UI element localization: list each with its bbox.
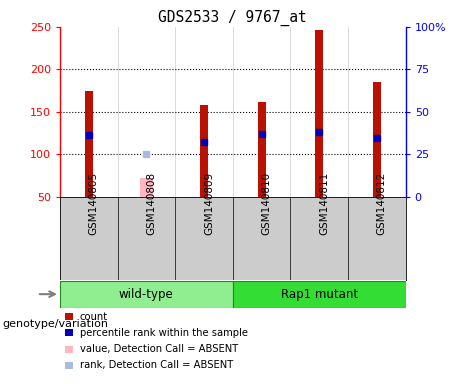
Text: wild-type: wild-type (119, 288, 174, 301)
Text: GSM140811: GSM140811 (319, 172, 329, 235)
FancyBboxPatch shape (60, 281, 233, 308)
FancyBboxPatch shape (233, 281, 406, 308)
Text: GSM140812: GSM140812 (377, 172, 387, 235)
Text: value, Detection Call = ABSENT: value, Detection Call = ABSENT (80, 344, 238, 354)
Bar (140, 178, 153, 197)
Bar (373, 82, 381, 197)
Text: GSM140805: GSM140805 (89, 172, 99, 235)
Text: GSM140809: GSM140809 (204, 172, 214, 235)
Text: count: count (80, 312, 108, 322)
Bar (200, 105, 208, 197)
Text: percentile rank within the sample: percentile rank within the sample (80, 328, 248, 338)
Bar (85, 91, 93, 197)
Title: GDS2533 / 9767_at: GDS2533 / 9767_at (159, 9, 307, 25)
Text: GSM140808: GSM140808 (146, 172, 156, 235)
Bar (315, 30, 323, 197)
Text: GSM140810: GSM140810 (262, 172, 272, 235)
Text: genotype/variation: genotype/variation (2, 319, 108, 329)
Bar (258, 102, 266, 197)
Text: rank, Detection Call = ABSENT: rank, Detection Call = ABSENT (80, 360, 233, 370)
Text: Rap1 mutant: Rap1 mutant (281, 288, 358, 301)
